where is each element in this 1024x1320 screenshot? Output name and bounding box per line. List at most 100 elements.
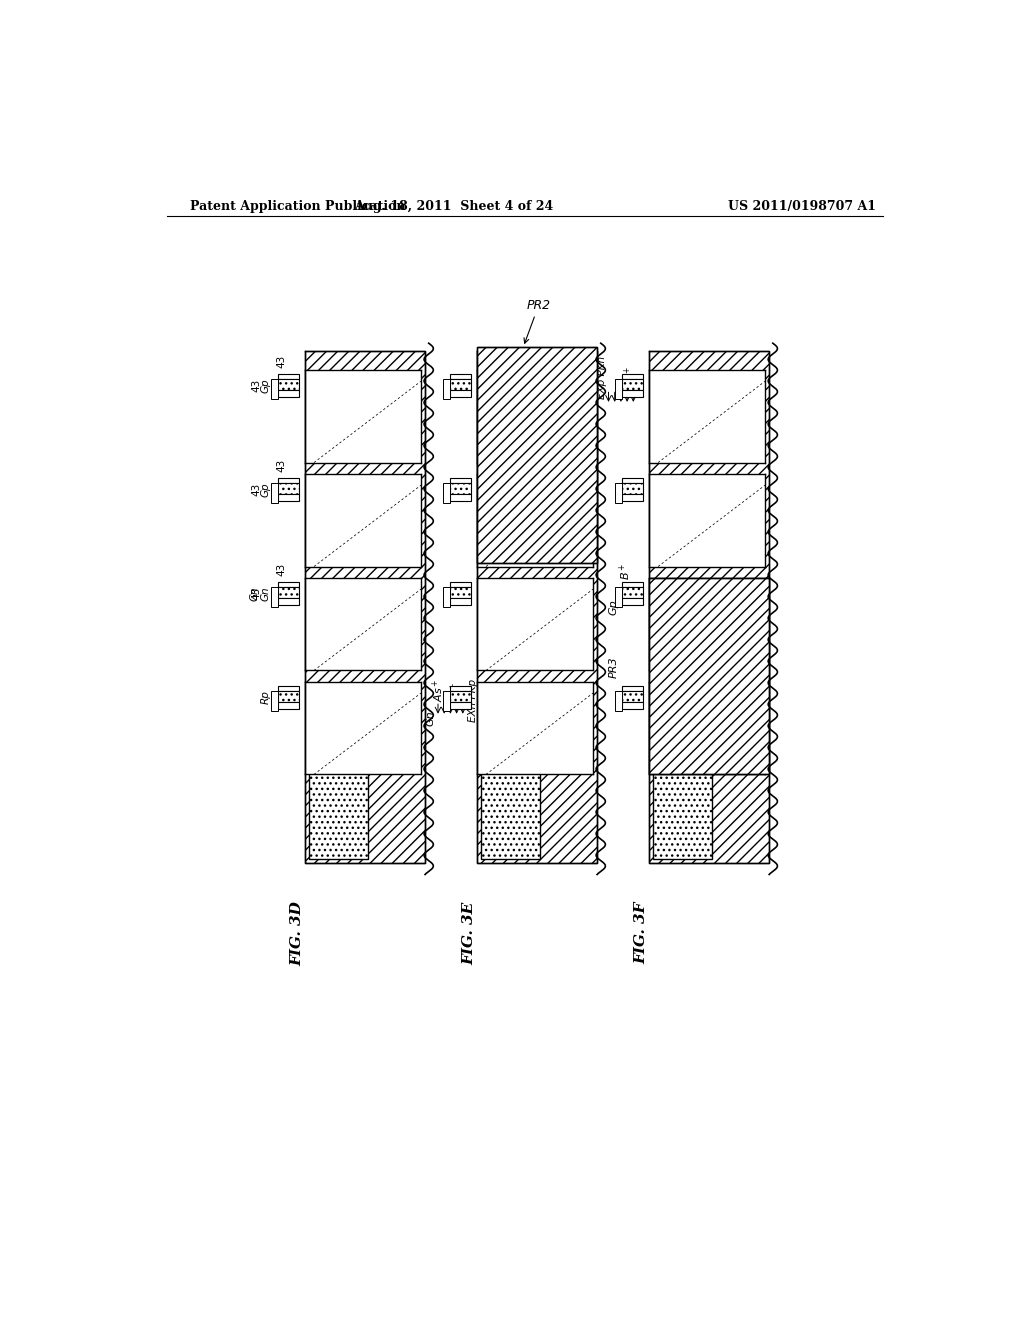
- Bar: [450, 692, 471, 702]
- Bar: [477, 682, 593, 775]
- Bar: [308, 767, 369, 859]
- Bar: [477, 370, 593, 462]
- Bar: [450, 598, 471, 605]
- Bar: [649, 351, 769, 863]
- Bar: [615, 692, 622, 711]
- Text: PR2: PR2: [524, 298, 551, 343]
- Text: BF$_2^+$: BF$_2^+$: [449, 681, 467, 705]
- Bar: [649, 682, 765, 775]
- Bar: [278, 692, 299, 702]
- Bar: [622, 478, 643, 483]
- Bar: [278, 587, 299, 598]
- Bar: [615, 483, 622, 503]
- Bar: [305, 682, 421, 775]
- Bar: [649, 578, 769, 775]
- Bar: [443, 379, 450, 400]
- Bar: [278, 686, 299, 692]
- Text: EXn PKp: EXn PKp: [468, 680, 478, 722]
- Bar: [450, 391, 471, 397]
- Bar: [305, 474, 421, 566]
- Text: 43: 43: [276, 562, 287, 576]
- Bar: [622, 379, 643, 391]
- Bar: [477, 347, 597, 562]
- Text: EXp PKn: EXp PKn: [597, 356, 607, 399]
- Text: B$^+$: B$^+$: [617, 562, 633, 579]
- Bar: [450, 582, 471, 587]
- Bar: [477, 347, 597, 562]
- Text: 43: 43: [276, 355, 287, 368]
- Text: FIG. 3F: FIG. 3F: [634, 902, 648, 964]
- Bar: [271, 483, 278, 503]
- Bar: [652, 767, 713, 859]
- Text: PR3: PR3: [609, 656, 618, 678]
- Bar: [622, 391, 643, 397]
- Bar: [450, 379, 471, 391]
- Bar: [278, 379, 299, 391]
- Text: Gn: Gn: [425, 710, 435, 726]
- Bar: [443, 483, 450, 503]
- Text: US 2011/0198707 A1: US 2011/0198707 A1: [728, 199, 877, 213]
- Text: Gp: Gp: [261, 379, 271, 393]
- Bar: [278, 598, 299, 605]
- Text: 43: 43: [252, 379, 262, 392]
- Bar: [477, 578, 593, 671]
- Bar: [480, 767, 541, 859]
- Bar: [450, 478, 471, 483]
- Bar: [450, 587, 471, 598]
- Bar: [450, 702, 471, 709]
- Bar: [278, 483, 299, 494]
- Bar: [622, 483, 643, 494]
- Bar: [622, 494, 643, 502]
- Bar: [622, 582, 643, 587]
- Bar: [622, 692, 643, 702]
- Bar: [450, 686, 471, 692]
- Text: Gp: Gp: [609, 599, 618, 615]
- Text: Rp: Rp: [261, 690, 271, 705]
- Bar: [278, 702, 299, 709]
- Text: FIG. 3D: FIG. 3D: [290, 902, 304, 966]
- Bar: [652, 767, 713, 859]
- Text: 43: 43: [252, 483, 262, 496]
- Bar: [271, 587, 278, 607]
- Bar: [450, 483, 471, 494]
- Bar: [278, 374, 299, 379]
- Text: Patent Application Publication: Patent Application Publication: [190, 199, 406, 213]
- Text: FIG. 3E: FIG. 3E: [462, 902, 476, 965]
- Text: Gn: Gn: [249, 586, 259, 601]
- Bar: [622, 598, 643, 605]
- Bar: [649, 370, 765, 462]
- Bar: [278, 582, 299, 587]
- Bar: [443, 587, 450, 607]
- Bar: [477, 474, 593, 566]
- Bar: [649, 578, 765, 671]
- Bar: [271, 379, 278, 400]
- Bar: [615, 587, 622, 607]
- Bar: [622, 686, 643, 692]
- Bar: [622, 587, 643, 598]
- Bar: [278, 478, 299, 483]
- Bar: [649, 474, 765, 566]
- Text: As$^+$: As$^+$: [430, 678, 445, 702]
- Text: Gp: Gp: [261, 482, 271, 496]
- Bar: [305, 370, 421, 462]
- Bar: [622, 702, 643, 709]
- Bar: [615, 379, 622, 400]
- Text: As$^+$: As$^+$: [623, 366, 638, 388]
- Bar: [450, 494, 471, 502]
- Bar: [278, 494, 299, 502]
- Bar: [649, 578, 769, 775]
- Text: 43: 43: [252, 587, 262, 601]
- Bar: [480, 767, 541, 859]
- Bar: [477, 351, 597, 863]
- Bar: [278, 391, 299, 397]
- Bar: [305, 351, 425, 863]
- Text: 43: 43: [276, 458, 287, 471]
- Text: Aug. 18, 2011  Sheet 4 of 24: Aug. 18, 2011 Sheet 4 of 24: [354, 199, 553, 213]
- Bar: [450, 374, 471, 379]
- Bar: [622, 374, 643, 379]
- Text: Gn: Gn: [261, 586, 271, 601]
- Bar: [305, 578, 421, 671]
- Bar: [443, 692, 450, 711]
- Bar: [308, 767, 369, 859]
- Bar: [271, 692, 278, 711]
